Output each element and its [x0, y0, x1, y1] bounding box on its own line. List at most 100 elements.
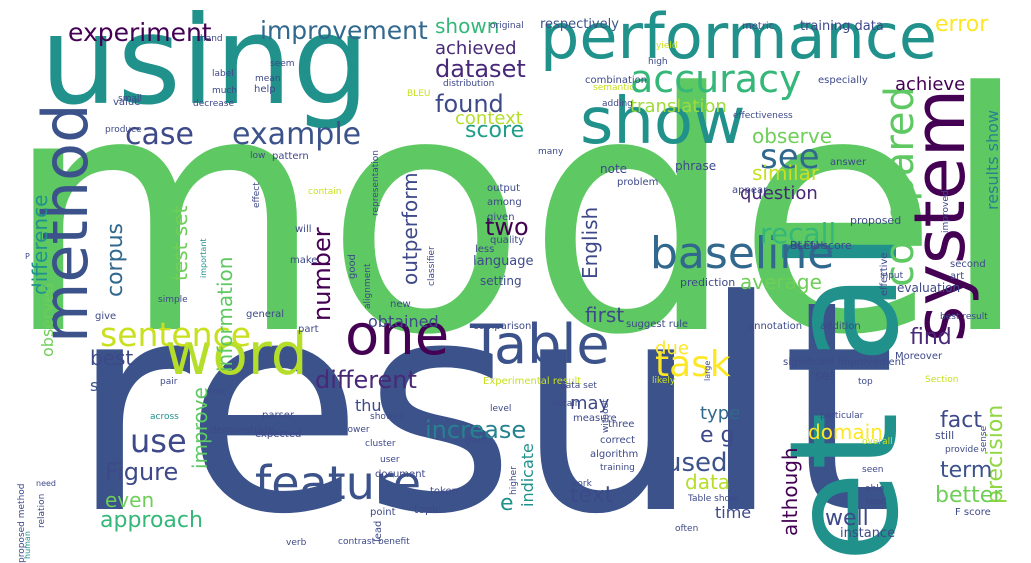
- word-given: given: [487, 212, 515, 223]
- word-data: data: [685, 470, 731, 494]
- word-tend: tend: [866, 497, 887, 507]
- word-low: low: [250, 151, 266, 161]
- word-observe: observe: [752, 124, 833, 148]
- word-obtained: obtained: [368, 312, 439, 331]
- word-sense: sense: [979, 425, 989, 452]
- word-outperform: outperform: [398, 172, 422, 285]
- word-particular: particular: [820, 411, 864, 421]
- word-help: help: [254, 84, 276, 95]
- word-will: will: [295, 224, 312, 235]
- word-score: score: [465, 118, 525, 143]
- word-set: set: [815, 369, 835, 384]
- word-without: without: [601, 398, 611, 433]
- word-best-result: best result: [940, 312, 988, 322]
- word-figure: Figure: [105, 458, 179, 486]
- word-work: work: [570, 479, 592, 489]
- word-average: average: [740, 270, 822, 294]
- word-find: find: [910, 325, 952, 350]
- word-state: state: [90, 376, 131, 395]
- word-improvement: improvement: [260, 16, 428, 45]
- word-may: may: [570, 393, 610, 414]
- word-metric: metric: [742, 21, 775, 32]
- word-provide: provide: [945, 445, 979, 455]
- word-effectiveness: effectiveness: [733, 111, 793, 121]
- word-contrast: contrast: [338, 537, 376, 547]
- word-original: original: [490, 21, 524, 31]
- word-gain: gain: [465, 435, 487, 446]
- word-benefit: benefit: [378, 537, 410, 547]
- word-one: one: [345, 303, 450, 368]
- word-useful: useful: [790, 239, 824, 252]
- word-lead: lead: [373, 520, 384, 542]
- word-approach: approach: [100, 508, 203, 533]
- word-moreover: Moreover: [895, 351, 943, 362]
- word-semantic: semantic: [593, 83, 635, 93]
- word-improved: improved: [941, 190, 951, 234]
- word-feature: feature: [255, 456, 422, 510]
- word-pair: pair: [160, 377, 178, 387]
- word-still: still: [935, 429, 955, 442]
- word-well: well: [825, 506, 869, 531]
- word-domain: domain: [808, 420, 883, 444]
- word-best: best: [90, 346, 134, 370]
- word-important: important: [199, 238, 208, 279]
- word-similar: similar: [752, 161, 820, 185]
- word-different: different: [315, 366, 417, 394]
- word-representation: representation: [371, 149, 381, 216]
- word-many: many: [538, 147, 564, 157]
- word-top: top: [858, 377, 873, 387]
- word-increase: increase: [425, 416, 527, 444]
- word-part: part: [298, 324, 319, 335]
- word-value: value: [113, 97, 141, 108]
- word-annotation: annotation: [748, 321, 803, 332]
- word-corpus: corpus: [103, 223, 128, 298]
- word-bleu-score: BLEU score: [790, 239, 852, 252]
- word-seem: seem: [270, 59, 295, 69]
- word-text: text: [570, 483, 614, 508]
- word-token: token: [430, 486, 458, 497]
- word-instance: instance: [840, 526, 896, 541]
- word-achieve: achieve: [895, 74, 966, 95]
- word-especially: especially: [818, 75, 868, 86]
- word-results-show: results show: [983, 110, 1002, 211]
- word-mean: mean: [255, 74, 281, 84]
- word-use: use: [130, 422, 187, 460]
- word-even: even: [105, 488, 155, 512]
- word-answer: answer: [830, 157, 867, 168]
- word-good: good: [347, 254, 358, 279]
- word-document: document: [375, 469, 426, 480]
- word-often: often: [675, 524, 699, 534]
- word-due: due: [655, 338, 689, 359]
- word-higher: higher: [509, 466, 519, 496]
- word-expected: expected: [255, 429, 302, 440]
- word-f-score: F score: [955, 507, 991, 518]
- word-less: less: [475, 244, 495, 255]
- word-show: show: [580, 85, 746, 159]
- word-indicate: indicate: [518, 442, 537, 507]
- word-size: size: [208, 387, 226, 397]
- word-comparison: comparison: [473, 321, 532, 332]
- word-need: need: [36, 479, 56, 488]
- word-word: word: [165, 320, 308, 388]
- word-two: two: [485, 213, 529, 241]
- word-among: among: [487, 197, 522, 208]
- word-found: found: [435, 90, 504, 118]
- word-demonstrate: demonstrate: [210, 425, 275, 436]
- word-term: term: [940, 458, 993, 483]
- word-across: across: [150, 412, 179, 422]
- word-task: task: [655, 344, 731, 385]
- word-seen: seen: [862, 465, 884, 475]
- word-observed: observed: [38, 282, 57, 357]
- word-note: note: [600, 162, 628, 176]
- word-obtain: obtain: [552, 399, 581, 409]
- word-training-data: training data: [800, 19, 884, 34]
- word-parser: parser: [262, 410, 295, 421]
- word-achieved: achieved: [435, 38, 517, 59]
- word-much: much: [212, 86, 238, 96]
- word-human: human: [23, 531, 32, 559]
- word-experiment: experiment: [68, 18, 212, 47]
- word-alignment: alignment: [363, 263, 373, 309]
- word-thu: thu: [355, 396, 382, 415]
- word-translation: translation: [630, 96, 727, 117]
- word-e: e: [500, 491, 514, 516]
